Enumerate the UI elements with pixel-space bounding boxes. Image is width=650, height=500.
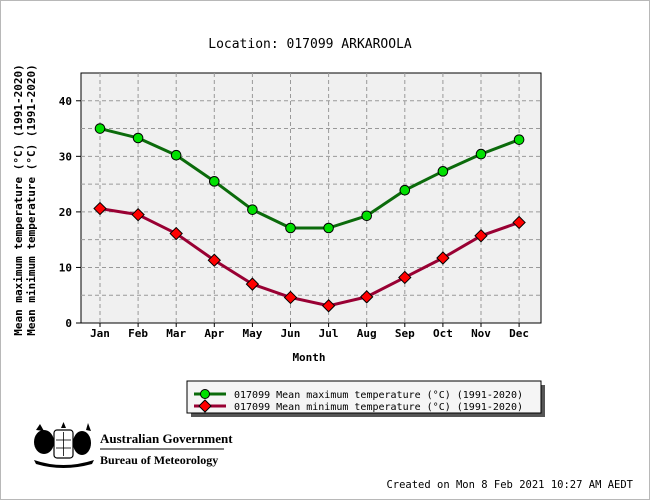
legend-marker-max [200,389,210,399]
data-point-min-aug [359,290,374,304]
y-tick-label: 10 [59,261,72,274]
chart-title: Location: 017099 ARKAROOLA [208,37,412,52]
series-line-max [99,127,520,230]
data-point-min-feb [131,207,145,222]
legend-box [186,380,542,414]
data-point-min-mar [169,226,183,241]
x-tick-label-mar: Mar [166,327,186,340]
data-point-min-jul [321,299,336,313]
x-tick-label-jul: Jul [319,327,339,340]
data-point-max-mar [170,149,182,161]
x-tick-label-oct: Oct [433,327,453,340]
series-markers [93,123,526,313]
x-tick-label-jun: Jun [281,327,301,340]
legend-marker-min [198,399,212,413]
bom-logo: Australian Government Bureau of Meteorol… [34,422,233,468]
series-lines [99,127,520,308]
data-point-max-dec [513,134,525,145]
data-point-max-may [247,204,258,215]
data-point-max-oct [437,166,449,177]
x-tick-label-dec: Dec [509,327,529,340]
data-point-min-apr [207,253,222,267]
plot-area [80,72,542,324]
data-point-min-dec [512,215,526,230]
x-axis: Jan Feb Mar Apr May Jun Jul Aug Sep Oct Nov Dec [90,323,529,340]
legend: 017099 Mean maximum temperature (°C) (19… [186,380,545,417]
logo-line1: Australian Government [100,431,233,446]
x-tick-label-may: May [242,327,262,340]
logo-line2: Bureau of Meteorology [100,453,218,467]
x-tick-label-aug: Aug [357,327,377,340]
legend-label-min: 017099 Mean minimum temperature (°C) (19… [234,402,523,413]
data-point-max-aug [361,210,373,222]
data-point-min-jan [93,201,107,216]
y-axis: 0 10 20 30 40 [59,95,81,330]
x-tick-label-nov: Nov [471,327,491,340]
y-tick-label: 0 [65,317,72,330]
x-tick-label-apr: Apr [204,327,224,340]
x-tick-label-sep: Sep [395,327,415,340]
data-point-max-nov [475,148,487,160]
y-axis-label-min: Mean minimum temperature (°C) (1991-2020… [25,64,38,336]
coat-of-arms-icon [34,422,94,468]
y-tick-label: 40 [59,95,72,108]
data-point-max-feb [132,132,144,144]
created-timestamp: Created on Mon 8 Feb 2021 10:27 AM AEDT [386,479,633,491]
data-point-max-jul [323,222,334,234]
y-axis-label-max: Mean maximum temperature (°C) (1991-2020… [12,64,25,336]
y-tick-label: 20 [59,206,72,219]
data-point-min-oct [436,251,450,265]
series-line-min [99,207,520,308]
data-point-max-sep [399,184,411,196]
data-point-max-apr [209,176,220,187]
legend-label-max: 017099 Mean maximum temperature (°C) (19… [234,390,523,401]
data-point-min-may [245,277,260,291]
data-point-min-sep [398,270,412,285]
x-tick-label-jan: Jan [90,327,110,340]
x-axis-label: Month [292,351,325,364]
data-point-min-nov [474,229,488,243]
data-point-max-jun [285,222,296,234]
data-point-min-jun [283,290,298,305]
data-point-max-jan [94,123,106,134]
x-tick-label-feb: Feb [128,327,148,340]
y-tick-label: 30 [59,150,72,163]
